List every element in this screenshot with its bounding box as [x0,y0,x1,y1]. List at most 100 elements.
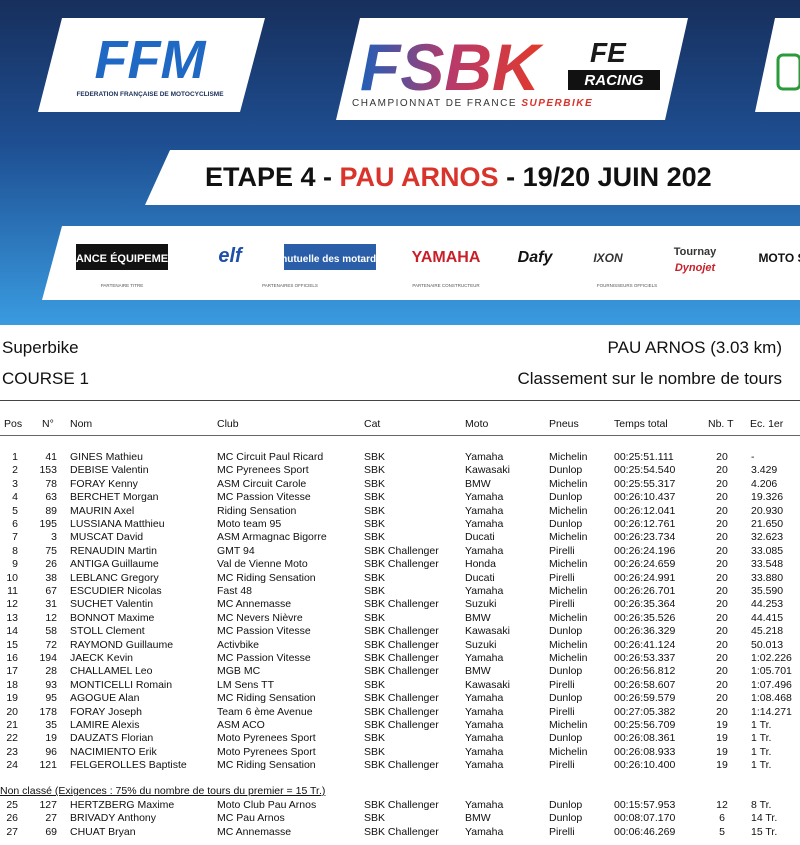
cell: LUSSIANA Matthieu [70,518,165,530]
cell: 8 [12,544,18,557]
cell: SBK Challenger [364,799,439,811]
column-header: Pneus [549,418,579,430]
cell: 20 [716,518,728,530]
cell: LM Sens TT [217,678,274,691]
cell: 00:25:54.540 [614,464,676,477]
cell: 19 [716,732,728,745]
cell: 31 [45,598,57,611]
sponsor: elf [218,245,244,267]
cell: 20 [716,598,728,611]
cell: MC Riding Sensation [217,759,316,772]
cell: Moto team 95 [217,518,282,530]
sponsor-bg [76,244,168,270]
cell: 20 [716,491,728,504]
cell: ASM Circuit Carole [217,477,307,490]
sponsor-label: PARTENAIRE CONSTRUCTEUR [412,283,480,288]
cell: 3 [51,531,57,544]
cell: 14 Tr. [751,812,778,825]
cell: 19 [716,759,728,772]
cell: SBK [364,477,386,490]
cell: Yamaha [465,518,504,530]
cell: 195 [39,518,57,530]
cell: Dunlop [549,464,583,477]
cell: Pirelli [549,571,575,584]
separator [0,400,800,401]
partial-logo [776,53,800,91]
cell: 00:26:23.734 [614,531,676,544]
cell: CHUAT Bryan [70,825,136,838]
cell: Michelin [549,745,588,758]
cell: Dunlop [549,625,583,638]
cell: 20 [716,638,728,651]
cell: Suzuki [465,598,497,611]
cell: 16 [6,652,18,664]
cell: 00:26:36.329 [614,625,676,638]
cell: Michelin [549,719,588,731]
ranking: Classement sur le nombre de tours [517,369,782,388]
cell: 20 [716,544,728,557]
cell: Michelin [549,638,588,651]
cell: 27 [45,812,57,825]
cell: 15 Tr. [751,825,778,838]
cell: DAUZATS Florian [70,732,154,745]
cell: Pirelli [549,705,575,718]
column-header: Cat [364,418,381,430]
cell: 00:26:12.041 [614,504,676,517]
cell: MC Riding Sensation [217,571,316,584]
cell: 8 Tr. [751,799,772,811]
cell: SBK Challenger [364,665,439,678]
cell: Activbike [217,638,260,651]
cell: 20 [716,611,728,624]
cell: SBK [364,451,386,463]
cell: SBK Challenger [364,692,439,705]
subtitle: CHAMPIONNAT DE FRANCE [352,98,517,109]
cell: Yamaha [465,759,504,772]
cell: FELGEROLLES Baptiste [70,759,187,772]
cell: BERCHET Morgan [70,491,159,504]
cell: 33.880 [751,571,784,584]
cell: Team 6 ème Avenue [217,705,313,718]
cell: Michelin [549,477,588,490]
cell: Pirelli [549,678,575,691]
cell: MC Passion Vitesse [217,652,311,664]
cell: 121 [39,759,57,772]
cell: Dunlop [549,518,583,530]
cell: SBK [364,745,386,758]
column-header: Club [217,418,239,430]
cell: Dunlop [549,491,583,504]
column-header: N° [42,418,54,430]
cell: Michelin [549,652,588,664]
sponsor-label: PARTENAIRE TITRE [101,283,144,288]
cell: 12 [6,598,18,611]
cell: SBK [364,585,386,597]
cell: SBK Challenger [364,638,439,651]
cell: HERTZBERG Maxime [70,799,175,811]
sponsor: MOTO S [758,251,800,265]
cell: 1 Tr. [751,745,772,758]
cell: 28 [45,665,57,678]
cell: 00:27:05.382 [614,705,676,718]
sponsor: YAMAHA [412,249,481,266]
sponsor: Dynojet [675,262,717,274]
fsbk-box [336,18,688,120]
cell: SBK Challenger [364,705,439,718]
cell: 96 [45,745,57,758]
cell: ASM ACO [217,719,265,731]
cell: 00:26:24.659 [614,558,676,571]
cell: MC Passion Vitesse [217,491,311,504]
sponsor: FRANCE ÉQUIPEMENT [61,252,183,265]
cell: 00:26:41.124 [614,638,676,651]
column-header: Nb. T [708,418,734,430]
cell: BONNOT Maxime [70,611,155,624]
cell: SUCHET Valentin [70,598,154,611]
cell: Michelin [549,504,588,517]
cell: 5 [12,504,18,517]
cell: SBK [364,812,386,825]
cell: 33.548 [751,558,784,571]
cell: Moto Club Pau Arnos [217,799,317,811]
cell: Yamaha [465,732,504,745]
cell: Moto Pyrenees Sport [217,745,316,758]
cell: GMT 94 [217,544,255,557]
cell: 19 [6,692,18,705]
sponsor: Tournay [674,246,717,258]
